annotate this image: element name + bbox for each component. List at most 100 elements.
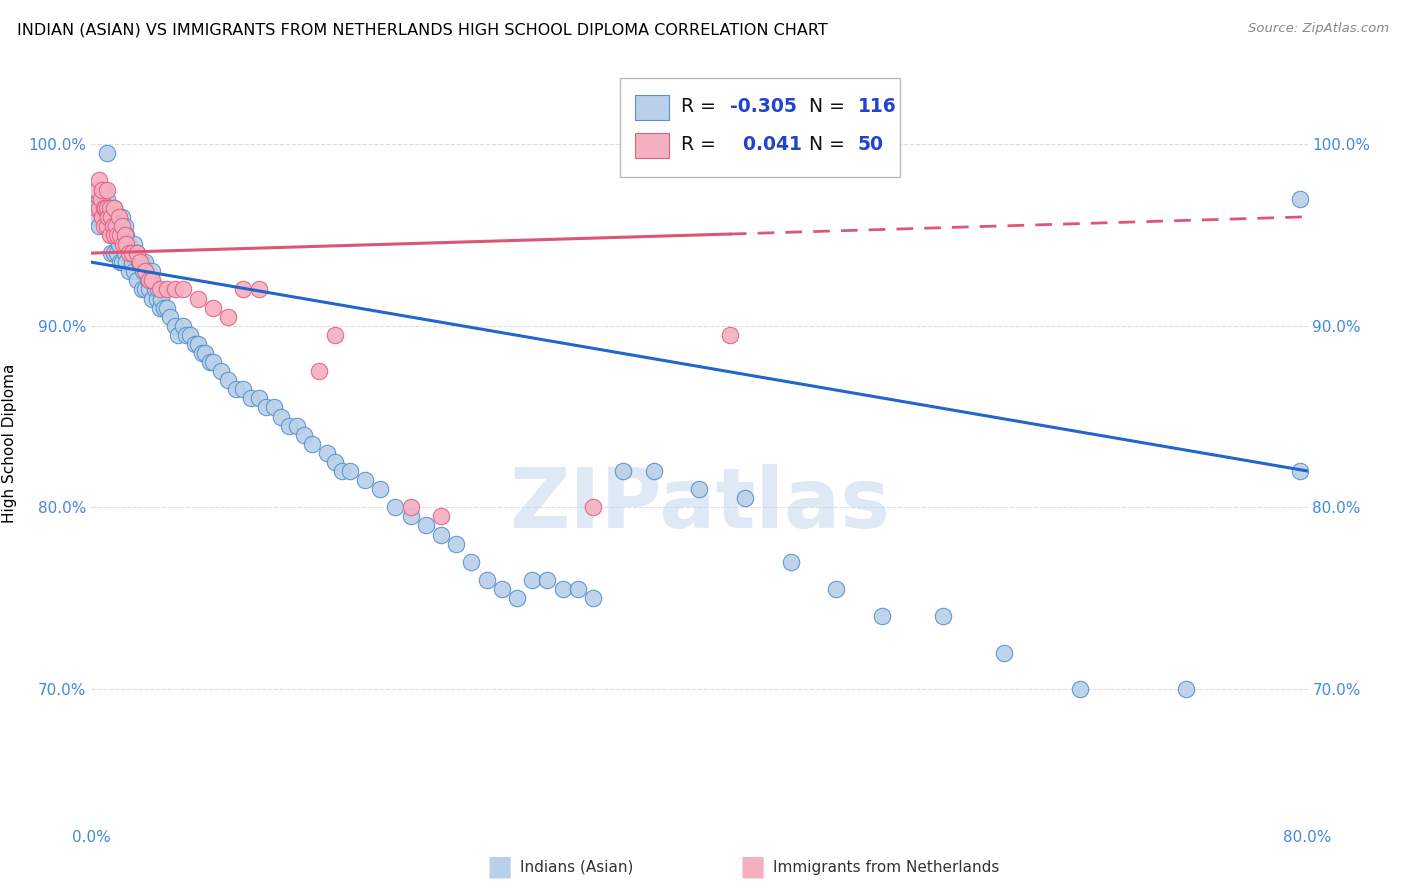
Point <box>156 301 179 315</box>
Point <box>1069 681 1091 696</box>
Text: 50: 50 <box>858 136 883 154</box>
Point <box>93 183 115 197</box>
Point <box>98 227 121 242</box>
Point <box>93 201 115 215</box>
Point <box>87 173 110 187</box>
Point <box>98 201 121 215</box>
Text: -0.305: -0.305 <box>730 97 797 116</box>
Point <box>138 282 160 296</box>
Point <box>91 201 114 215</box>
Point <box>139 273 162 287</box>
Point <box>232 282 254 296</box>
Point <box>125 246 148 260</box>
Point <box>121 246 143 260</box>
Point <box>131 255 153 269</box>
Point <box>643 464 665 478</box>
Point <box>118 246 141 260</box>
Point <box>115 255 138 269</box>
Point <box>354 473 377 487</box>
Point <box>993 646 1015 660</box>
Point <box>1174 681 1197 696</box>
Point <box>688 482 710 496</box>
Point <box>104 210 127 224</box>
Point <box>129 255 152 269</box>
Point <box>301 437 323 451</box>
Point <box>105 219 128 233</box>
Point <box>101 219 124 233</box>
Point <box>172 282 194 296</box>
Point <box>316 446 339 460</box>
Point <box>285 418 308 433</box>
Point <box>330 464 353 478</box>
Point <box>115 237 138 252</box>
Point <box>149 301 172 315</box>
Point <box>384 500 406 515</box>
Point <box>96 183 118 197</box>
Point <box>96 192 118 206</box>
Point <box>118 237 141 252</box>
Point <box>323 327 346 342</box>
Point <box>104 219 127 233</box>
Point <box>96 219 118 233</box>
Point <box>98 219 121 233</box>
Point <box>114 246 136 260</box>
Point <box>103 227 125 242</box>
Point <box>86 183 108 197</box>
Text: Indians (Asian): Indians (Asian) <box>520 860 634 874</box>
Point <box>125 246 148 260</box>
Point <box>187 337 209 351</box>
Point <box>240 392 263 406</box>
Point <box>111 255 134 269</box>
Point <box>179 327 201 342</box>
Text: ZIPatlas: ZIPatlas <box>509 464 890 545</box>
Point <box>125 273 148 287</box>
Point <box>191 346 214 360</box>
Text: Source: ZipAtlas.com: Source: ZipAtlas.com <box>1249 22 1389 36</box>
Point <box>97 210 120 224</box>
Point <box>430 527 453 541</box>
Text: ■: ■ <box>486 853 512 881</box>
Point <box>112 227 135 242</box>
Point <box>121 255 143 269</box>
Point <box>145 292 167 306</box>
Point <box>98 201 121 215</box>
Point <box>103 246 125 260</box>
Point <box>491 582 513 596</box>
Point <box>103 201 125 215</box>
Point <box>825 582 848 596</box>
Point <box>247 282 270 296</box>
Point <box>103 201 125 215</box>
Point <box>368 482 391 496</box>
Point <box>129 255 152 269</box>
Point <box>536 573 558 587</box>
Point <box>270 409 292 424</box>
Text: R =: R = <box>682 97 723 116</box>
Point <box>112 237 135 252</box>
Point <box>111 219 134 233</box>
Point <box>582 591 605 606</box>
Point <box>87 192 110 206</box>
Point <box>110 227 132 242</box>
Point <box>134 264 156 278</box>
Point <box>138 273 160 287</box>
Point <box>217 310 239 324</box>
Point <box>159 310 181 324</box>
Point <box>339 464 361 478</box>
Text: 116: 116 <box>858 97 897 116</box>
Point <box>163 318 186 333</box>
FancyBboxPatch shape <box>620 78 900 177</box>
Point <box>128 255 150 269</box>
Point <box>84 210 107 224</box>
Point <box>202 301 225 315</box>
Point <box>100 246 122 260</box>
Point <box>93 210 115 224</box>
FancyBboxPatch shape <box>636 134 669 158</box>
Point <box>163 282 186 296</box>
Point <box>135 264 157 278</box>
Point <box>167 327 190 342</box>
Point <box>460 555 482 569</box>
Point <box>110 255 132 269</box>
Point <box>107 219 129 233</box>
Point <box>779 555 801 569</box>
Text: INDIAN (ASIAN) VS IMMIGRANTS FROM NETHERLANDS HIGH SCHOOL DIPLOMA CORRELATION CH: INDIAN (ASIAN) VS IMMIGRANTS FROM NETHER… <box>17 22 828 37</box>
